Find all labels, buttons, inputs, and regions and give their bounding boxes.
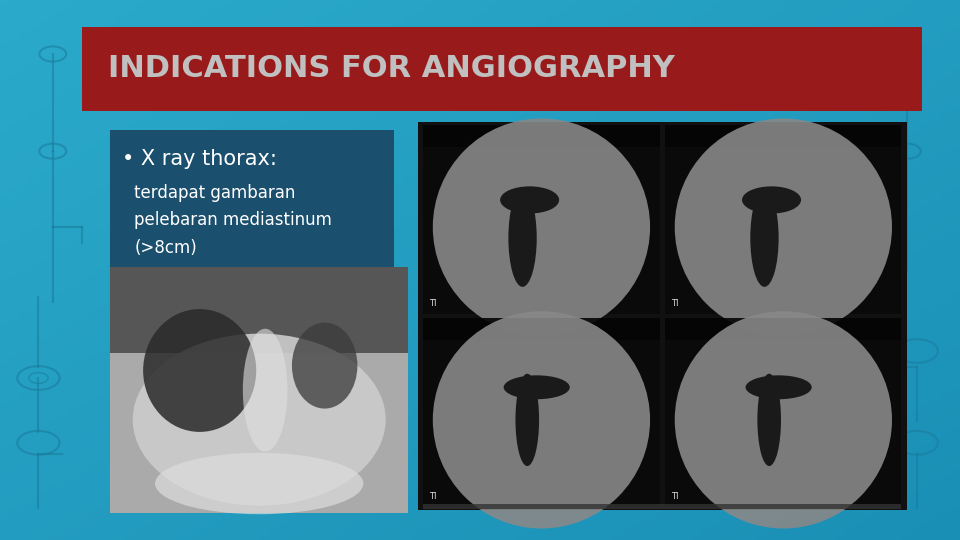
Bar <box>665 318 901 340</box>
Ellipse shape <box>500 186 559 213</box>
Ellipse shape <box>509 189 537 287</box>
Ellipse shape <box>751 189 779 287</box>
Ellipse shape <box>433 118 650 336</box>
Ellipse shape <box>675 311 892 529</box>
Bar <box>665 318 901 507</box>
Bar <box>423 125 660 147</box>
Bar <box>110 130 394 273</box>
Ellipse shape <box>746 375 812 399</box>
Ellipse shape <box>433 311 650 529</box>
Ellipse shape <box>757 374 781 466</box>
Bar <box>665 125 901 314</box>
Ellipse shape <box>243 329 287 451</box>
Text: INDICATIONS FOR ANGIOGRAPHY: INDICATIONS FOR ANGIOGRAPHY <box>108 55 675 83</box>
Ellipse shape <box>156 453 363 514</box>
Ellipse shape <box>143 309 256 432</box>
Bar <box>423 125 660 314</box>
Text: TI: TI <box>671 299 679 308</box>
Bar <box>82 27 922 111</box>
Ellipse shape <box>292 322 357 409</box>
Bar <box>110 267 408 353</box>
Text: TI: TI <box>671 491 679 501</box>
Text: terdapat gambaran
pelebaran mediastinum
(>8cm): terdapat gambaran pelebaran mediastinum … <box>134 184 332 257</box>
Bar <box>418 122 907 510</box>
Bar <box>665 125 901 147</box>
Text: TI: TI <box>429 299 437 308</box>
Text: • X ray thorax:: • X ray thorax: <box>122 149 276 170</box>
Bar <box>110 267 408 513</box>
Bar <box>423 318 660 507</box>
Bar <box>423 318 660 340</box>
Ellipse shape <box>132 334 386 505</box>
Ellipse shape <box>742 186 801 213</box>
Text: TI: TI <box>429 491 437 501</box>
Ellipse shape <box>675 118 892 336</box>
Ellipse shape <box>516 374 540 466</box>
Ellipse shape <box>504 375 570 399</box>
Bar <box>423 504 901 509</box>
